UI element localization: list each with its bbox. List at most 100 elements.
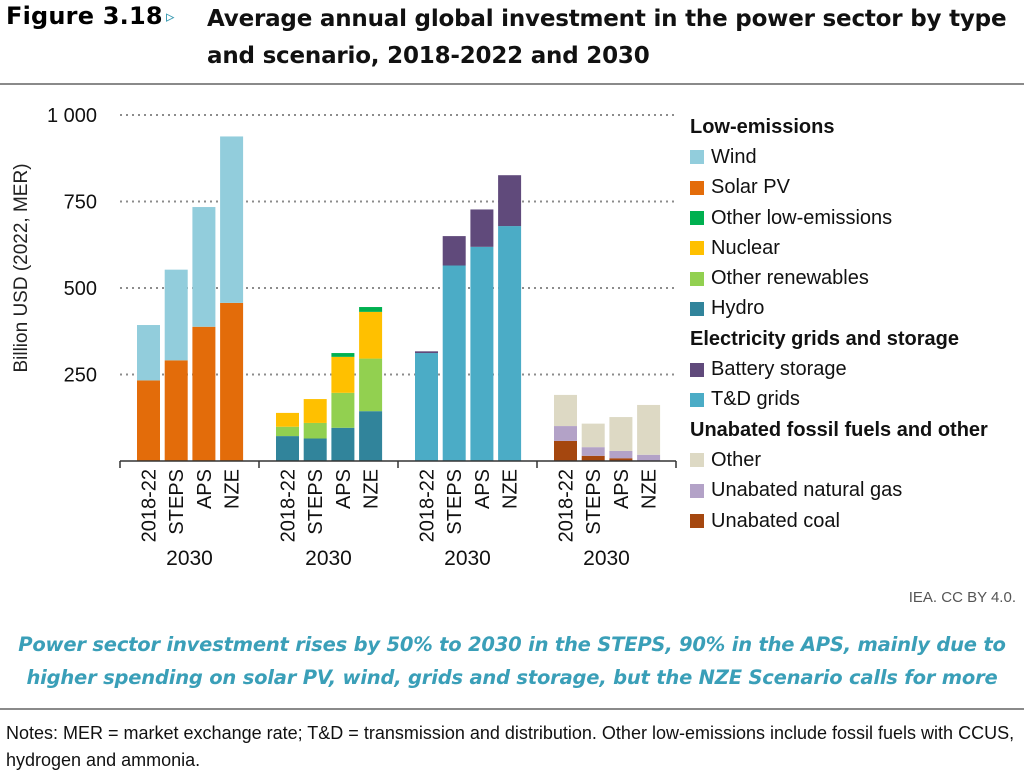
bar-segment-solar-pv <box>220 302 244 461</box>
bar-segment-other <box>554 394 577 427</box>
legend-label: Solar PV <box>711 176 790 199</box>
x-tick-label: NZE <box>361 469 383 509</box>
bar-segment-other-renewables <box>303 422 327 439</box>
bar-segment-wind <box>192 207 216 327</box>
legend-swatch-icon <box>690 271 704 286</box>
legend-label: Other renewables <box>711 267 869 290</box>
bar-segment-hydro <box>303 438 327 461</box>
x-tick-label: NZE <box>639 469 661 509</box>
bar-segment-battery-storage <box>415 351 438 354</box>
legend-label: Other <box>711 448 762 471</box>
y-axis-ticks: 250 500 750 1 000 <box>47 105 97 387</box>
legend-label: Wind <box>711 145 757 168</box>
bar-segment-unabated-natural-gas <box>637 454 661 461</box>
legend-item: Wind <box>690 142 1024 172</box>
bar-segment-nuclear <box>331 356 355 393</box>
bar-segment-other-renewables <box>276 426 299 437</box>
x-tick-label: 2018-22 <box>278 469 300 542</box>
y-tick-label: 1 000 <box>47 105 97 127</box>
bar-segment-nuclear <box>303 399 327 423</box>
x-tick-label: APS <box>611 469 633 509</box>
x-tick-label: APS <box>194 469 216 509</box>
x-group-label: 2030 <box>166 547 213 570</box>
bar-segment-t-d-grids <box>470 246 494 461</box>
figure-label: Figure 3.18 <box>6 2 163 30</box>
bar-segment-hydro <box>276 436 299 461</box>
legend-label: Unabated natural gas <box>711 479 903 502</box>
bar-segment-battery-storage <box>498 175 522 227</box>
bar-segment-solar-pv <box>137 380 160 461</box>
bar-segment-battery-storage <box>442 236 466 266</box>
legend-swatch-icon <box>690 211 704 226</box>
bar-segment-other-low-emissions <box>331 353 355 357</box>
legend-item: Other renewables <box>690 263 1024 293</box>
legend-label: T&D grids <box>711 388 800 411</box>
legend-item: Other low-emissions <box>690 203 1024 233</box>
chart-legend: Low-emissions Wind Solar PV Other low-emiss… <box>690 112 1024 536</box>
caption-divider <box>0 708 1024 710</box>
legend-item: Solar PV <box>690 173 1024 203</box>
x-axis <box>119 460 677 468</box>
legend-item: Other <box>690 445 1024 475</box>
x-group-label: 2030 <box>583 547 630 570</box>
x-tick-label: NZE <box>222 469 244 509</box>
bar-segment-unabated-coal <box>609 458 633 461</box>
x-tick-label: APS <box>472 469 494 509</box>
figure-title: Average annual global investment in the … <box>207 6 1007 69</box>
legend-item: Battery storage <box>690 354 1024 384</box>
bar-segment-nuclear <box>359 311 383 359</box>
legend-label: Battery storage <box>711 358 847 381</box>
bar-segment-unabated-coal <box>554 440 577 461</box>
y-tick-label: 500 <box>64 278 97 300</box>
x-tick-label: STEPS <box>305 469 327 535</box>
legend-swatch-icon <box>690 362 704 377</box>
bar-segment-other <box>609 417 633 451</box>
legend-item: Nuclear <box>690 233 1024 263</box>
gridlines <box>120 114 676 376</box>
x-group-label: 2030 <box>305 547 352 570</box>
x-tick-label: STEPS <box>583 469 605 535</box>
header-divider <box>0 83 1024 85</box>
bar-segment-t-d-grids <box>498 226 522 461</box>
triangle-arrow-icon: ▹ <box>166 7 175 26</box>
figure-header: Figure 3.18 ▹ Average annual global inve… <box>6 0 1016 82</box>
legend-item: Hydro <box>690 294 1024 324</box>
source-credit: IEA. CC BY 4.0. <box>908 589 1016 606</box>
figure-notes: Notes: MER = market exchange rate; T&D =… <box>6 723 1015 770</box>
legend-swatch-icon <box>690 453 704 468</box>
bar-segment-battery-storage <box>470 209 494 247</box>
y-tick-label: 750 <box>64 192 97 214</box>
bar-segment-solar-pv <box>192 326 216 461</box>
legend-swatch-icon <box>690 241 704 256</box>
bar-segment-unabated-coal <box>581 455 605 461</box>
bar-segment-other <box>637 404 661 455</box>
bar-segment-other-renewables <box>359 358 383 412</box>
bar-segment-hydro <box>331 427 355 461</box>
bar-segment-unabated-natural-gas <box>554 426 577 441</box>
bar-segment-unabated-natural-gas <box>609 450 633 459</box>
legend-item: Unabated coal <box>690 506 1024 536</box>
legend-label: Other low-emissions <box>711 206 893 229</box>
bar-segment-wind <box>220 136 244 303</box>
x-tick-label: 2018-22 <box>139 469 161 542</box>
x-tick-label: APS <box>333 469 355 509</box>
legend-swatch-icon <box>690 514 704 528</box>
bar-segment-other-low-emissions <box>359 307 383 312</box>
bar-segment-unabated-natural-gas <box>581 447 605 456</box>
bar-segment-other-renewables <box>331 392 355 428</box>
legend-swatch-icon <box>690 180 704 195</box>
legend-label: Nuclear <box>711 236 780 259</box>
y-tick-label: 250 <box>64 365 97 387</box>
x-tick-label: 2018-22 <box>556 469 578 542</box>
x-tick-label: 2018-22 <box>417 469 439 542</box>
bar-segment-solar-pv <box>164 360 188 461</box>
bar-segment-hydro <box>359 411 383 461</box>
x-group-label: 2030 <box>444 547 491 570</box>
legend-label: Unabated coal <box>711 509 840 532</box>
bar-segment-t-d-grids <box>442 265 466 461</box>
legend-swatch-icon <box>690 301 704 316</box>
bar-segment-wind <box>164 269 188 361</box>
legend-item: Unabated natural gas <box>690 476 1024 506</box>
x-tick-label: STEPS <box>166 469 188 535</box>
